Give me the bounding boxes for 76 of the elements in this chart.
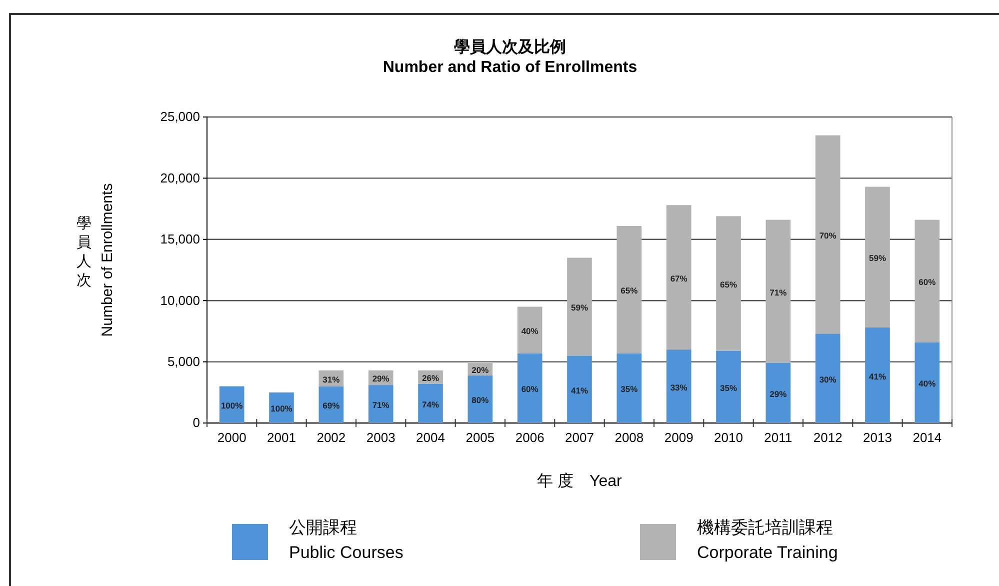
annotation: 69% — [322, 400, 340, 411]
bar — [517, 353, 542, 423]
annotation: 100% — [220, 400, 244, 411]
x-tick-label: 2006 — [515, 430, 544, 446]
annotation: 59% — [868, 253, 886, 264]
bar — [468, 375, 493, 423]
bar — [666, 205, 692, 350]
bar — [616, 226, 642, 354]
annotation: 60% — [918, 277, 936, 288]
y-tick-label: 25,000 — [160, 109, 200, 124]
annotation: 30% — [819, 374, 837, 384]
bar — [716, 350, 741, 423]
annotation: 41% — [570, 385, 588, 396]
bar — [616, 353, 642, 423]
bar — [865, 328, 890, 423]
annotation: 65% — [620, 286, 638, 296]
annotation: 70% — [819, 230, 837, 241]
bar — [666, 350, 692, 423]
bar — [914, 220, 940, 342]
x-tick-label: 2002 — [316, 430, 346, 446]
annotation: 60% — [521, 384, 539, 394]
legend-label: 機構委託培訓課程 Corporate Training — [697, 518, 838, 562]
y-tick-label: 20,000 — [160, 170, 200, 186]
bar — [368, 385, 394, 423]
annotation: 31% — [322, 374, 340, 384]
x-tick-label: 2003 — [366, 430, 396, 446]
y-tick-label: 10,000 — [160, 292, 200, 308]
annotation: 59% — [570, 302, 588, 313]
annotation: 41% — [868, 371, 886, 382]
annotation: 29% — [770, 389, 788, 400]
annotation: 100% — [270, 404, 293, 414]
annotation: 80% — [472, 395, 490, 406]
x-tick-label: 2010 — [714, 430, 743, 446]
y-tick-label: 15,000 — [160, 232, 200, 247]
annotation: 26% — [422, 373, 440, 384]
y-tick-label: 0 — [192, 415, 200, 430]
bar — [815, 135, 840, 334]
bar — [418, 384, 443, 423]
bar — [815, 334, 840, 423]
y-tick-label: 5,000 — [167, 354, 200, 369]
x-tick-label: 2013 — [863, 430, 892, 446]
x-tick-label: 2011 — [764, 430, 792, 446]
annotation: 40% — [521, 326, 539, 336]
annotation: 71% — [770, 287, 788, 298]
x-tick-label: 2007 — [565, 430, 594, 446]
x-tick-label: 2004 — [416, 430, 445, 446]
x-tick-label: 2001 — [267, 430, 296, 446]
bar — [318, 386, 344, 423]
annotation: 67% — [670, 273, 688, 284]
annotation: 20% — [472, 365, 490, 376]
bar — [517, 306, 542, 354]
x-tick-label: 2009 — [664, 430, 694, 446]
x-tick-label: 2012 — [813, 430, 842, 446]
legend-label: 公開課程 Public Courses — [289, 518, 404, 562]
annotation: 40% — [918, 378, 936, 389]
x-tick-label: 2014 — [912, 430, 942, 446]
bar — [567, 258, 592, 356]
bar — [914, 342, 940, 423]
bar — [716, 216, 741, 351]
annotation: 71% — [372, 400, 390, 410]
x-axis-title: 年 度 Year — [537, 472, 623, 490]
bar — [567, 356, 592, 423]
annotation: 65% — [720, 279, 738, 290]
annotation: 33% — [670, 382, 688, 392]
annotation: 35% — [620, 384, 638, 394]
x-tick-label: 2000 — [217, 430, 246, 446]
bar — [865, 186, 890, 328]
bar — [219, 386, 244, 423]
annotation: 74% — [422, 399, 440, 410]
annotation: 35% — [720, 382, 738, 393]
bar — [766, 220, 791, 364]
x-tick-label: 2005 — [466, 430, 495, 446]
chart-title: 學員人次及比例 Number and Ratio of Enrollments — [382, 38, 638, 76]
bar — [766, 363, 791, 423]
annotation: 29% — [372, 374, 390, 384]
x-tick-label: 2008 — [614, 430, 644, 446]
